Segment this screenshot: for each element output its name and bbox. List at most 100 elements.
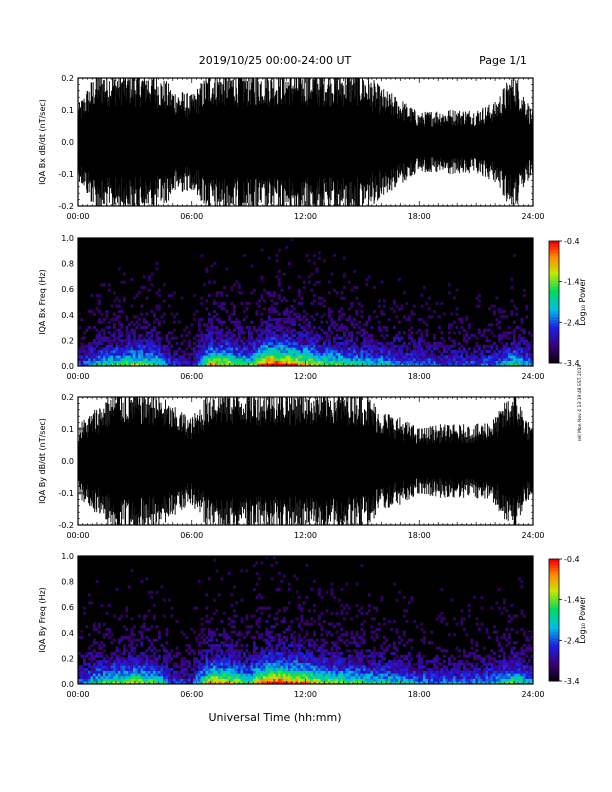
spectrogram-cell	[315, 662, 319, 666]
spectrogram-cell	[100, 360, 104, 364]
spectrogram-cell	[170, 331, 174, 335]
spectrogram-cell	[428, 307, 431, 311]
spectrogram-cell	[280, 678, 284, 682]
spectrogram-cell	[363, 347, 366, 351]
spectrogram-cell	[105, 336, 109, 340]
spectrogram-cell	[458, 360, 461, 364]
spectrogram-cell	[313, 254, 316, 257]
spectrogram-cell	[448, 323, 451, 327]
spectrogram-cell	[295, 676, 299, 679]
spectrogram-cell	[213, 302, 216, 305]
spectrogram-cell	[200, 331, 204, 335]
spectrogram-cell	[270, 678, 274, 682]
spectrogram-cell	[385, 328, 389, 332]
spectrogram-cell	[193, 363, 196, 367]
spectrogram-cell	[340, 355, 344, 359]
spectrogram-cell	[293, 678, 296, 682]
spectrogram-cell	[130, 662, 134, 666]
spectrogram-cell	[165, 649, 169, 653]
spectrogram-cell	[165, 673, 169, 677]
spectrogram-cell	[180, 358, 184, 361]
spectrogram-cell	[280, 347, 284, 351]
spectrogram-cell	[360, 344, 364, 348]
spectrogram-cell	[265, 628, 269, 631]
spectrogram-cell	[253, 350, 256, 353]
spectrogram-cell	[260, 347, 264, 351]
spectrogram-cell	[195, 657, 199, 661]
colorbar-segment	[549, 244, 559, 248]
spectrogram-cell	[140, 673, 144, 677]
spectrogram-cell	[320, 646, 324, 650]
spectrogram-cell	[280, 331, 284, 335]
spectrogram-cell	[503, 334, 506, 337]
spectrogram-cell	[115, 296, 119, 300]
spectrogram-cell	[155, 350, 159, 353]
spectrogram-cell	[253, 288, 256, 292]
spectrogram-cell	[175, 363, 179, 367]
spectrogram-cell	[313, 350, 316, 353]
spectrogram-cell	[268, 334, 271, 337]
spectrogram-cell	[530, 355, 534, 359]
spectrogram-cell	[295, 344, 299, 348]
spectrogram-cell	[278, 676, 281, 679]
spectrogram-cell	[455, 358, 459, 361]
spectrogram-cell	[198, 328, 201, 332]
spectrogram-cell	[283, 662, 286, 666]
spectrogram-cell	[388, 342, 391, 345]
spectrogram-cell	[313, 630, 316, 634]
spectrogram-cell	[270, 662, 274, 666]
spectrogram-cell	[293, 636, 296, 639]
spectrogram-cell	[263, 665, 266, 669]
spectrogram-cell	[198, 633, 201, 637]
spectrogram-cell	[143, 625, 146, 629]
spectrogram-cell	[265, 320, 269, 324]
spectrogram-cell	[445, 360, 449, 364]
spectrogram-cell	[260, 673, 264, 677]
spectrogram-cell	[195, 363, 199, 367]
spectrogram-cell	[235, 360, 239, 364]
spectrogram-cell	[223, 670, 226, 674]
spectrogram-cell	[368, 336, 371, 340]
spectrogram-cell	[410, 350, 414, 353]
spectrogram-cell	[230, 654, 234, 658]
spectrogram-cell	[145, 344, 149, 348]
spectrogram-cell	[393, 352, 396, 356]
spectrogram-cell	[398, 355, 401, 359]
spectrogram-cell	[500, 347, 504, 351]
spectrogram-cell	[105, 312, 109, 316]
spectrogram-cell	[270, 649, 274, 653]
spectrogram-cell	[475, 360, 479, 364]
spectrogram-cell	[428, 344, 431, 348]
spectrogram-cell	[375, 344, 379, 348]
spectrogram-cell	[203, 360, 206, 364]
spectrogram-cell	[348, 360, 351, 364]
spectrogram-cell	[345, 336, 349, 340]
spectrogram-cell	[488, 344, 491, 348]
spectrogram-cell	[220, 352, 224, 356]
spectrogram-cell	[313, 662, 316, 666]
spectrogram-cell	[498, 320, 501, 324]
spectrogram-cell	[155, 625, 159, 629]
spectrogram-cell	[158, 339, 161, 343]
spectrogram-cell	[150, 644, 154, 647]
spectrogram-cell	[413, 304, 416, 308]
spectrogram-cell	[305, 620, 309, 623]
spectrogram-cell	[478, 363, 481, 367]
spectrogram-cell	[140, 681, 144, 685]
spectrogram-cell	[230, 350, 234, 353]
spectrogram-cell	[148, 355, 151, 359]
spectrogram-cell	[400, 350, 404, 353]
spectrogram-cell	[215, 665, 219, 669]
spectrogram-cell	[308, 342, 311, 345]
spectrogram-cell	[148, 331, 151, 335]
spectrogram-cell	[285, 628, 289, 631]
spectrogram-cell	[230, 288, 234, 292]
spectrogram-cell	[198, 355, 201, 359]
spectrogram-cell	[143, 614, 146, 618]
spectrogram-cell	[168, 654, 171, 658]
spectrogram-cell	[103, 355, 106, 359]
spectrogram-cell	[110, 352, 114, 356]
spectrogram-cell	[513, 342, 516, 345]
colorbar-segment	[549, 305, 559, 309]
spectrogram-cell	[293, 660, 296, 663]
